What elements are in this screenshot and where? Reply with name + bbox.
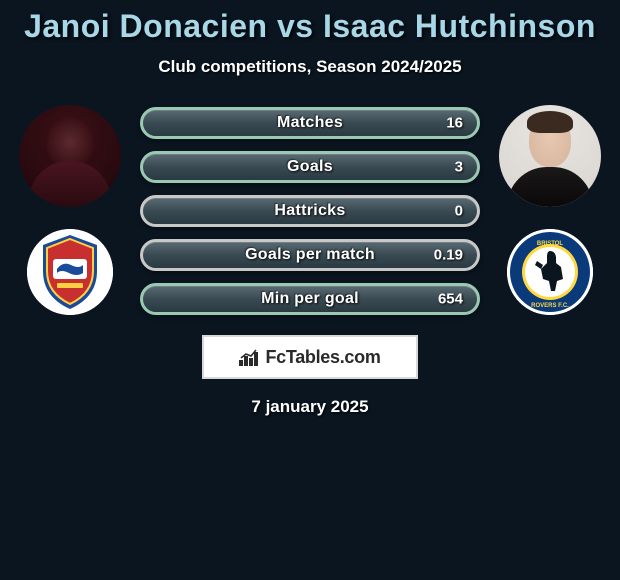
date-text: 7 january 2025 [0,397,620,417]
stat-row-goals-per-match: Goals per match 0.19 [140,239,480,271]
stat-label: Min per goal [261,290,359,308]
stat-value: 16 [446,115,463,132]
stat-value: 0.19 [434,247,463,264]
stat-value: 3 [455,159,463,176]
fctables-bar-icon [239,348,261,366]
stat-row-matches: Matches 16 [140,107,480,139]
stat-label: Hattricks [274,202,345,220]
infographic-container: Janoi Donacien vs Isaac Hutchinson Club … [0,0,620,417]
stat-value: 0 [455,203,463,220]
stat-value: 654 [438,291,463,308]
stats-column: Matches 16 Goals 3 Hattricks 0 Goals per… [140,105,480,315]
stat-label: Goals [287,158,333,176]
stat-row-min-per-goal: Min per goal 654 [140,283,480,315]
stat-row-hattricks: Hattricks 0 [140,195,480,227]
stat-row-goals: Goals 3 [140,151,480,183]
svg-text:ROVERS F.C.: ROVERS F.C. [531,303,569,309]
player-left-avatar [19,105,121,207]
ipswich-badge-icon [27,229,113,315]
stat-label: Matches [277,114,343,132]
right-player-column: BRISTOL ROVERS F.C. [498,105,602,315]
svg-text:BRISTOL: BRISTOL [537,241,564,247]
left-player-column [18,105,122,315]
player-right-avatar [499,105,601,207]
bristol-rovers-badge-icon: BRISTOL ROVERS F.C. [507,229,593,315]
subtitle: Club competitions, Season 2024/2025 [0,57,620,77]
page-title: Janoi Donacien vs Isaac Hutchinson [0,8,620,45]
stat-label: Goals per match [245,246,375,264]
fctables-logo: FcTables.com [202,335,418,379]
main-row: Matches 16 Goals 3 Hattricks 0 Goals per… [0,105,620,315]
logo-text: FcTables.com [265,347,380,368]
